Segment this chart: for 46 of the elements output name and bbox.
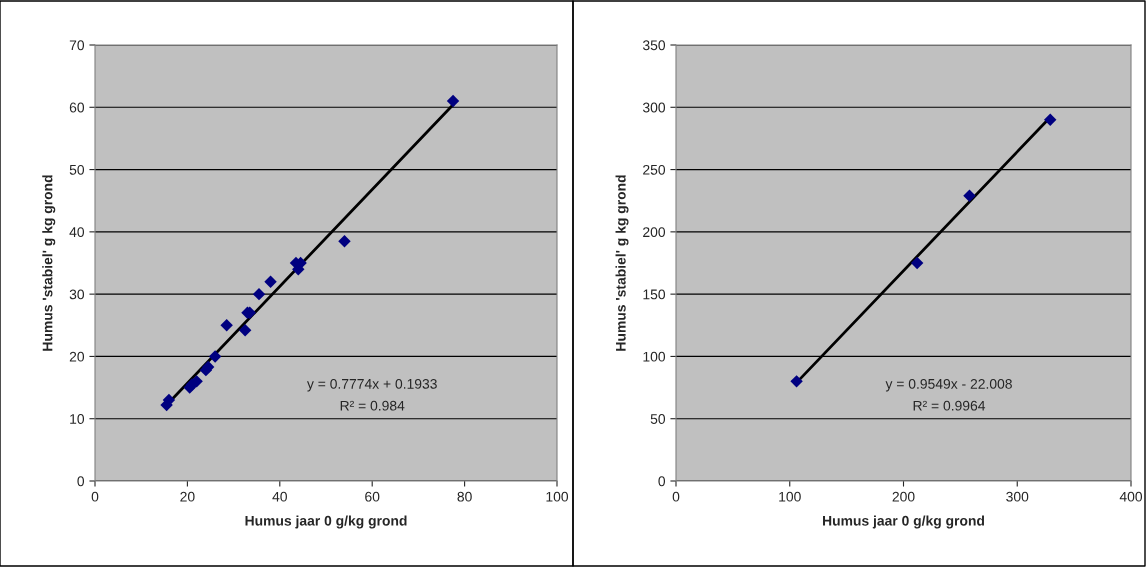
x-tick-label: 80 (457, 491, 472, 502)
point (264, 275, 277, 288)
x-tick-label: 400 (1119, 491, 1143, 502)
x-tick-label: 0 (672, 491, 680, 502)
y-tick-label: 100 (643, 351, 666, 362)
point (790, 375, 803, 388)
x-axis-title: Humus jaar 0 g/kg grond (245, 515, 407, 529)
x-tick-label: 0 (91, 491, 99, 502)
annotation: y = 0.7774x + 0.1933 (306, 378, 437, 392)
y-tick-label: 60 (69, 102, 85, 113)
x-tick-label: 200 (892, 491, 915, 502)
point (446, 94, 460, 108)
x-tick-label: 40 (272, 491, 287, 502)
y-tick-label: 0 (77, 476, 85, 487)
y-tick-label: 10 (70, 414, 85, 424)
x-tick-label: 100 (546, 491, 569, 502)
x-tick-label: 20 (180, 491, 195, 502)
y-tick-label: 350 (642, 40, 666, 51)
y-axis-title: Humus 'stabiel' g kg grond (42, 175, 56, 351)
y-tick-label: 300 (642, 102, 666, 113)
y-tick-label: 20 (69, 351, 85, 362)
annotation: R² = 0.984 (340, 400, 405, 411)
y-tick-label: 50 (650, 414, 666, 424)
y-tick-label: 30 (69, 289, 85, 300)
x-tick-label: 100 (779, 491, 801, 502)
y-tick-label: 0 (658, 476, 666, 487)
y-axis-title: Humus 'stabiel' g kg grond (615, 175, 629, 351)
point (338, 234, 351, 248)
point (252, 287, 266, 301)
point (910, 256, 924, 270)
x-tick-label: 60 (365, 491, 380, 502)
y-tick-label: 40 (69, 227, 85, 238)
x-tick-label: 300 (1006, 491, 1029, 502)
point (238, 324, 252, 337)
point (1044, 113, 1057, 126)
point (208, 350, 222, 363)
point (220, 319, 233, 332)
y-tick-label: 150 (643, 289, 666, 300)
y-tick-label: 200 (643, 227, 666, 238)
point (963, 189, 976, 202)
y-tick-label: 250 (643, 164, 666, 175)
annotation: R² = 0.9964 (913, 400, 986, 411)
y-tick-label: 50 (69, 164, 85, 175)
x-axis-title: Humus jaar 0 g/kg grond (823, 515, 985, 529)
annotation: y = 0.9549x - 22.008 (885, 378, 1012, 392)
y-tick-label: 70 (69, 40, 85, 51)
